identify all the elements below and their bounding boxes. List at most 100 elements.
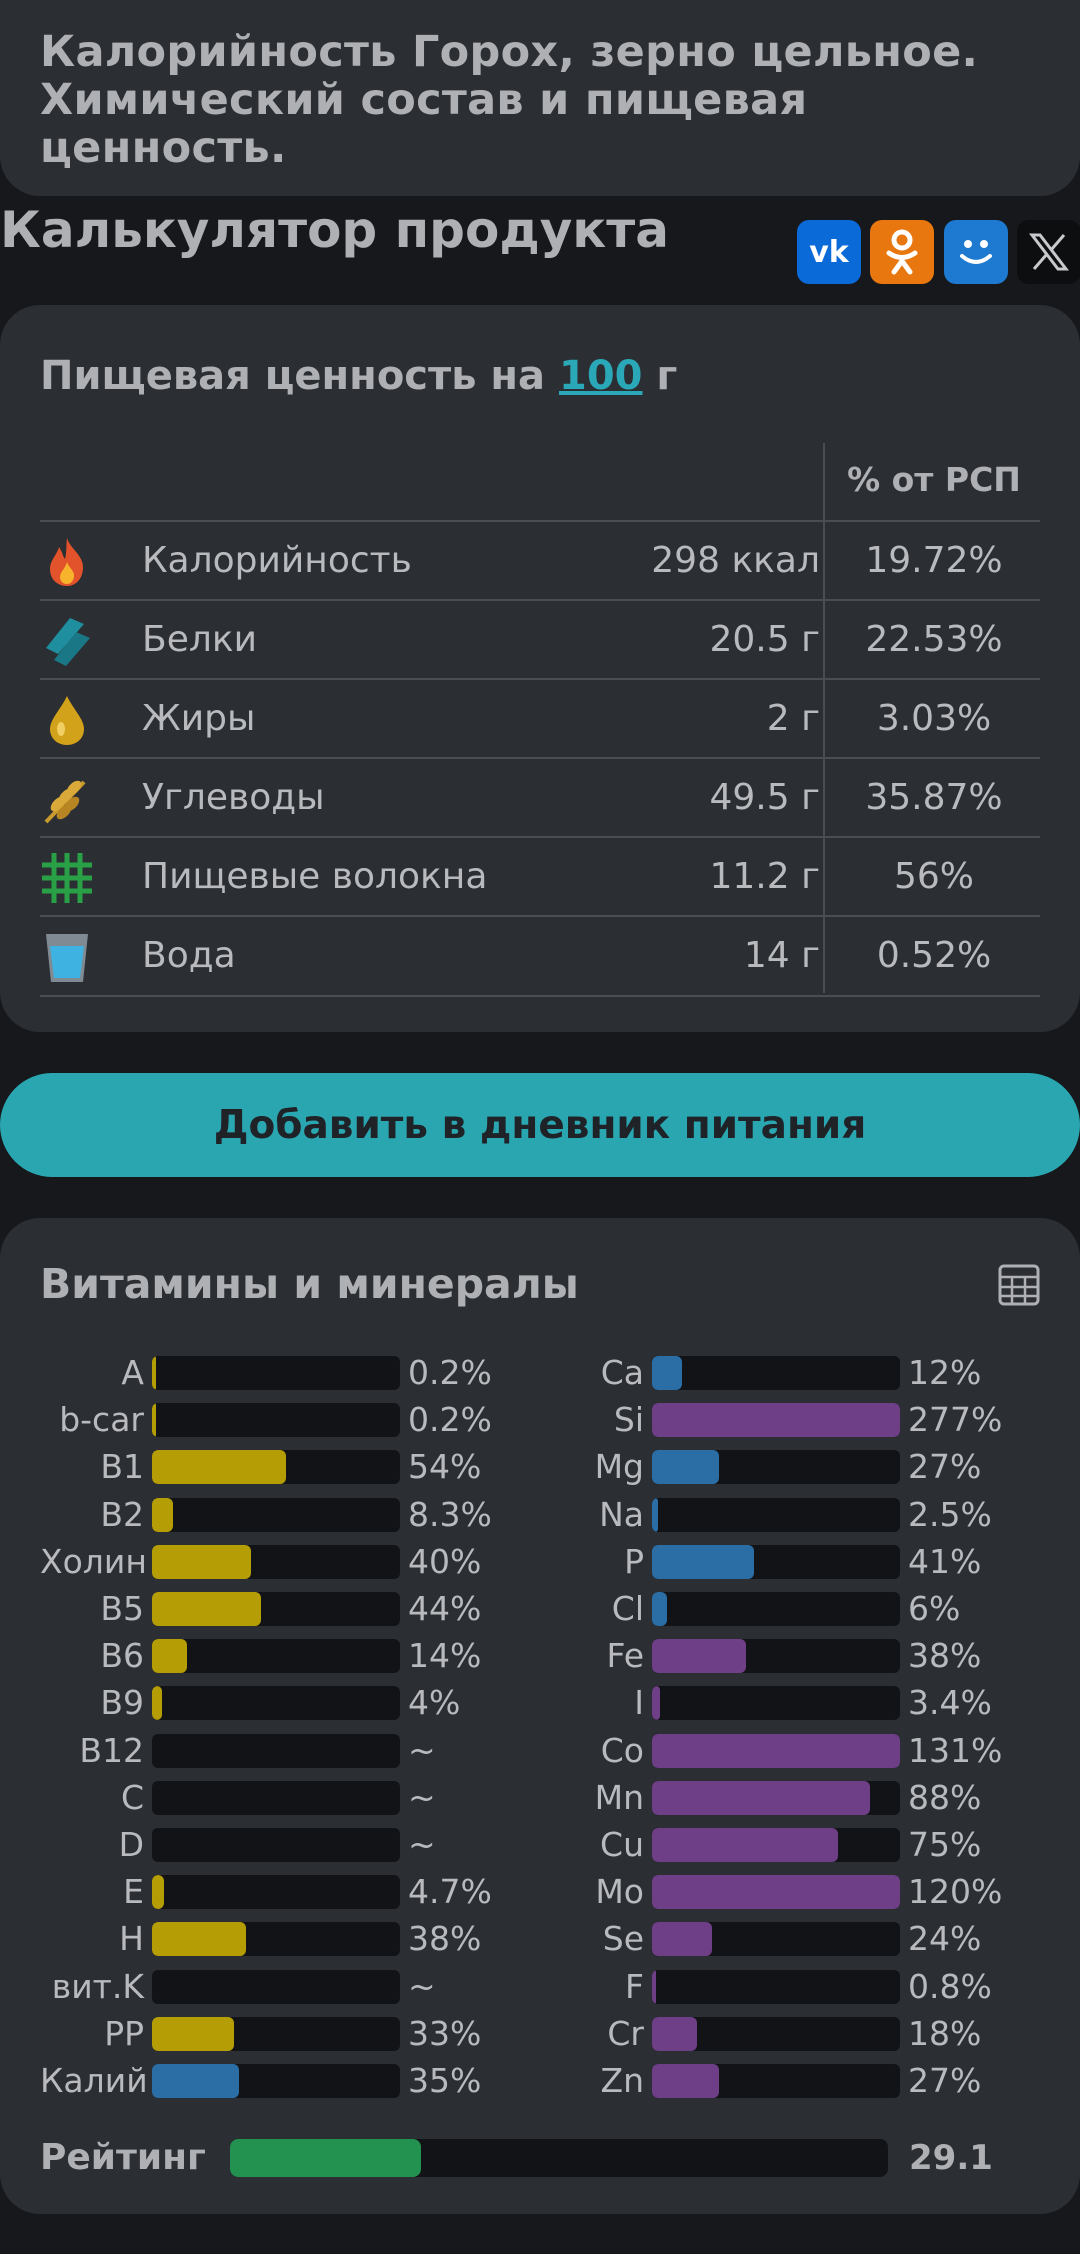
nutrient-bar-label: Cl [611,1589,644,1628]
nutrient-label: Пищевые волокна [142,856,488,897]
nutrient-bar-fill [652,1592,667,1626]
moimir-icon [960,240,992,264]
nutrient-bar-track [152,1450,400,1485]
fire-icon [50,538,84,586]
nutrition-heading-text: Пищевая ценность на [40,353,546,399]
ok-icon [886,229,918,275]
nutrient-bar-row: B5 44% [40,1589,500,1629]
nutrient-bar-row: Zn 27% [540,2061,1000,2101]
nutrient-row-fiber: Пищевые волокна 11.2 г 56% [40,836,1040,916]
nutrient-label: Жиры [142,698,256,739]
nutrient-bar-label: B1 [100,1447,144,1487]
nutrient-bar-label: B5 [100,1589,144,1628]
nutrient-bar-row: Fe 38% [540,1636,1000,1676]
nutrient-bar-label: PP [104,2013,144,2053]
nutrient-bar-track [652,1639,900,1674]
nutrient-bar-row: A 0.2% [40,1353,500,1393]
nutrient-bar-track [152,1403,400,1438]
nutrient-bar-track [652,1497,900,1532]
ok-share-button[interactable] [870,220,934,284]
nutrient-bar-label: Zn [600,2061,644,2100]
nutrient-bar-label: B12 [79,1730,144,1770]
nutrient-bar-row: Se 24% [540,1919,1000,1959]
nutrient-bar-value: 24% [908,1919,982,1959]
nutrient-bar-row: E 4.7% [40,1872,500,1912]
nutrient-bar-value: 18% [908,2013,982,2053]
nutrient-bar-value: ~ [408,1966,436,2006]
nutrient-bar-row: I 3.4% [540,1683,1000,1723]
x-share-button[interactable] [1017,220,1080,284]
nutrient-bar-track [652,1544,900,1579]
nutrient-bar-label: I [634,1683,644,1723]
vk-share-button[interactable]: vk [797,220,861,284]
nutrient-bar-row: Cu 75% [540,1825,1000,1865]
nutrient-percent: 22.53% [865,619,1003,660]
nutrient-bar-track [152,2064,400,2098]
nutrient-bar-value: 6% [908,1589,961,1628]
nutrient-bar-label: Ca [600,1353,644,1392]
nutrient-bar-label: E [123,1872,144,1912]
nutrient-bar-value: 0.2% [408,1353,492,1392]
nutrient-bar-fill [652,1922,712,1957]
nutrient-bar-track [652,1969,900,2004]
protein-icon [46,618,90,666]
nutrient-bar-label: Na [599,1494,644,1534]
nutrient-bar-value: 40% [408,1541,482,1581]
nutrient-bar-row: Mn 88% [540,1778,1000,1818]
nutrient-bar-row: b-car 0.2% [40,1400,500,1440]
nutrient-bar-value: 131% [908,1730,1003,1770]
nutrient-bar-fill [152,1875,164,1910]
nutrient-amount: 49.5 г [709,777,820,818]
nutrient-bar-track [652,1780,900,1815]
nutrient-bar-fill [152,1497,173,1532]
nutrient-bar-track [152,1686,400,1721]
x-icon [1028,233,1070,271]
nutrient-bar-row: Mo 120% [540,1872,1002,1912]
nutrient-bar-fill [152,1639,187,1674]
nutrient-bar-value: 33% [408,2013,482,2053]
nutrient-bar-row: B12 ~ [40,1731,500,1771]
nutrient-bar-track [152,1592,400,1626]
nutrient-bar-fill [652,1450,719,1485]
nutrient-bar-row: Cr 18% [540,2014,1000,2054]
fiber-grid-icon [42,853,92,903]
nutrient-bar-track [652,1592,900,1626]
nutrient-bar-value: 2.5% [908,1494,992,1534]
nutrient-bar-value: 14% [408,1636,482,1676]
rating-bar-fill [230,2139,421,2177]
rating-bar [230,2139,888,2177]
nutrient-bar-value: 4% [408,1683,461,1723]
nutrient-bar-value: 0.8% [908,1966,992,2006]
nutrient-bar-value: ~ [408,1730,436,1770]
moimir-share-button[interactable] [944,220,1008,284]
nutrient-bar-track [652,1403,900,1438]
nutrient-bar-fill [652,1544,754,1579]
nutrient-percent: 19.72% [865,540,1003,581]
nutrient-bar-track [152,1969,400,2004]
calculator-heading: Калькулятор продукта [0,201,669,259]
nutrient-bar-label: B2 [100,1494,144,1534]
nutrient-bar-track [652,1356,900,1390]
rating-label: Рейтинг [40,2137,206,2178]
nutrient-bar-row: D ~ [40,1825,500,1865]
nutrient-row-fat: Жиры 2 г 3.03% [40,678,1040,758]
nutrient-bar-label: B9 [100,1683,144,1723]
nutrient-amount: 14 г [743,935,820,976]
nutrient-bar-track [152,1497,400,1532]
add-to-diary-button[interactable]: Добавить в дневник питания [0,1073,1080,1177]
nutrient-bar-track [152,1875,400,1910]
nutrient-bar-value: 3.4% [908,1683,992,1723]
nutrient-bar-value: ~ [408,1825,436,1864]
amount-link[interactable]: 100 [558,353,643,399]
vitamins-heading: Витамины и минералы [40,1260,579,1308]
nutrient-bar-value: 75% [908,1825,982,1864]
wheat-icon [44,780,86,824]
nutrient-bar-value: 27% [908,2061,982,2100]
nutrient-bar-track [152,1828,400,1862]
nutrient-bar-value: 35% [408,2061,482,2100]
nutrient-row-carbs: Углеводы 49.5 г 35.87% [40,757,1040,837]
table-view-icon[interactable] [998,1264,1040,1306]
nutrient-amount: 2 г [766,698,820,739]
nutrient-bar-label: вит.K [51,1966,144,2006]
nutrient-bar-row: вит.K ~ [40,1967,500,2007]
